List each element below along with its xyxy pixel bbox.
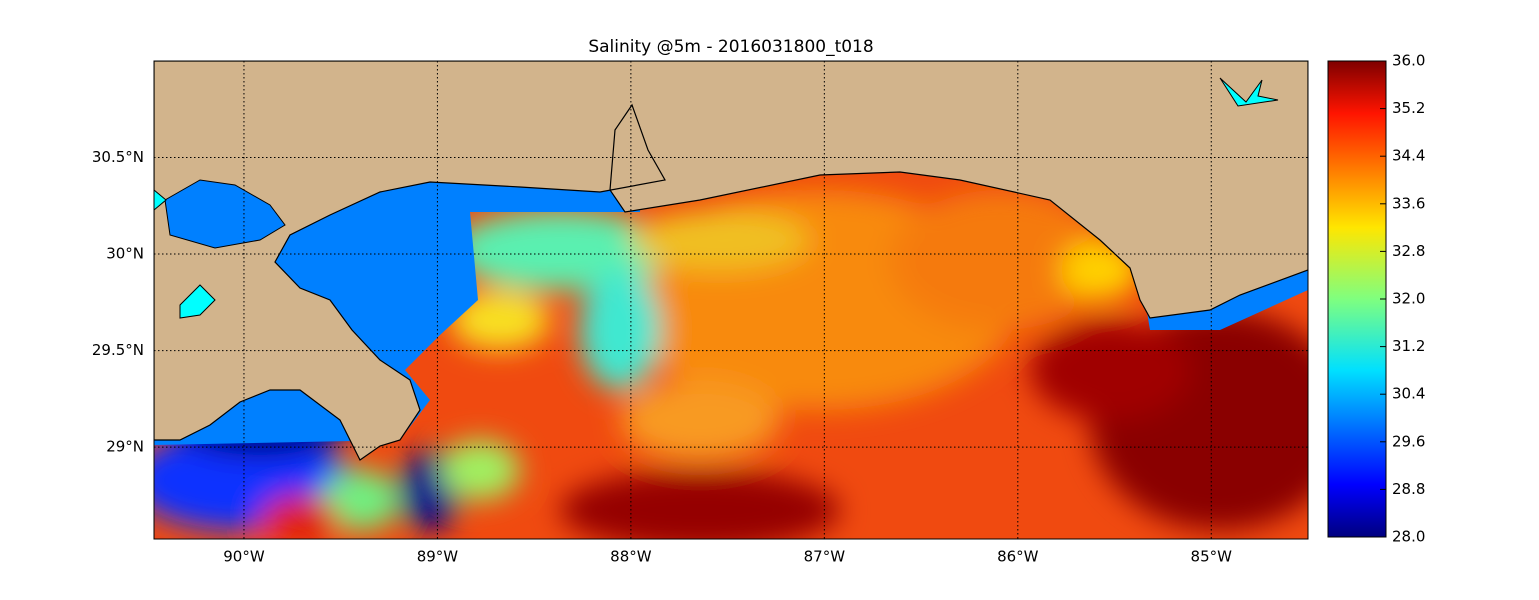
colorbar-tick-label: 32.8 xyxy=(1392,242,1425,260)
x-tick-label: 88°W xyxy=(610,548,652,566)
x-tick-label: 85°W xyxy=(1191,548,1233,566)
map-frame xyxy=(153,60,1309,540)
map-title: Salinity @5m - 2016031800_t018 xyxy=(588,37,873,57)
colorbar-tick-label: 34.4 xyxy=(1392,147,1425,165)
y-tick-label: 29°N xyxy=(106,438,144,456)
colorbar-tick-label: 30.4 xyxy=(1392,385,1425,403)
colorbar-tick-label: 31.2 xyxy=(1392,337,1425,355)
x-tick-label: 90°W xyxy=(223,548,265,566)
salinity-field xyxy=(154,61,1308,539)
colorbar-tick-label: 36.0 xyxy=(1392,52,1425,70)
colorbar-tick-label: 28.0 xyxy=(1392,528,1425,546)
y-tick-label: 29.5°N xyxy=(92,341,144,359)
y-tick-label: 30.5°N xyxy=(92,148,144,166)
colorbar-tick-label: 32.0 xyxy=(1392,290,1425,308)
x-tick-label: 86°W xyxy=(997,548,1039,566)
colorbar xyxy=(1327,60,1387,538)
colorbar-tick-label: 33.6 xyxy=(1392,194,1425,212)
colorbar-tick-label: 28.8 xyxy=(1392,480,1425,498)
colorbar-tick-label: 29.6 xyxy=(1392,432,1425,450)
x-tick-label: 89°W xyxy=(417,548,459,566)
y-tick-label: 30°N xyxy=(106,245,144,263)
x-tick-label: 87°W xyxy=(804,548,846,566)
colorbar-tick-label: 35.2 xyxy=(1392,99,1425,117)
